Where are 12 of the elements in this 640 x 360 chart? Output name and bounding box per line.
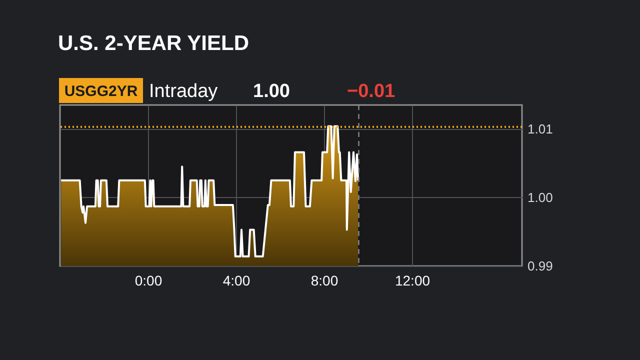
x-tick-label: 0:00 bbox=[134, 272, 162, 288]
text: Intraday bbox=[149, 81, 218, 102]
chart-title: U.S. 2-YEAR YIELD bbox=[58, 32, 249, 55]
text: 1.00 bbox=[253, 81, 290, 102]
y-tick-label: 0.99 bbox=[528, 258, 553, 274]
y-tick-label: 1.01 bbox=[528, 121, 553, 136]
y-tick-label: 1.00 bbox=[528, 190, 553, 205]
text: USGG2YR bbox=[64, 83, 138, 100]
x-tick-label: 4:00 bbox=[222, 272, 250, 288]
x-tick-label: 8:00 bbox=[310, 272, 338, 288]
x-tick-label: 12:00 bbox=[394, 272, 430, 288]
text: −0.01 bbox=[347, 81, 396, 102]
